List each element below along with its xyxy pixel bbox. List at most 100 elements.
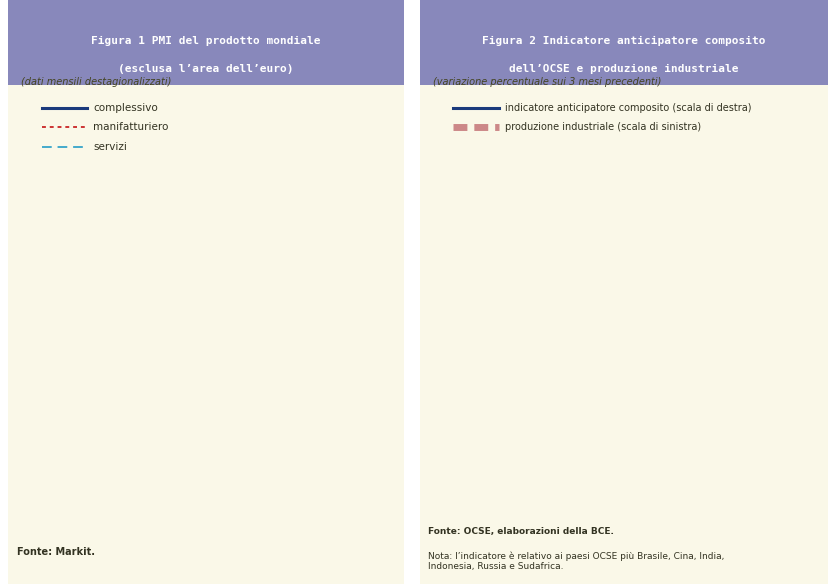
Bar xyxy=(542,298,544,315)
Bar xyxy=(661,311,663,315)
Bar xyxy=(651,312,653,315)
Bar xyxy=(562,311,563,315)
Bar xyxy=(717,302,719,315)
Text: complessivo: complessivo xyxy=(93,103,158,113)
Bar xyxy=(729,305,730,315)
Bar xyxy=(716,315,717,316)
Bar xyxy=(769,311,770,315)
Bar xyxy=(765,315,767,316)
Bar xyxy=(606,305,607,315)
Bar xyxy=(563,311,565,315)
Bar xyxy=(493,284,494,315)
Bar xyxy=(638,266,640,315)
Bar xyxy=(613,315,615,322)
Bar xyxy=(650,298,651,315)
Bar xyxy=(475,280,477,315)
Bar xyxy=(713,315,715,330)
Text: Nota: l’indicatore è relativo ai paesi OCSE più Brasile, Cina, India,
Indonesia,: Nota: l’indicatore è relativo ai paesi O… xyxy=(428,551,725,571)
Bar xyxy=(554,307,556,315)
Bar xyxy=(515,315,517,336)
Bar xyxy=(617,315,619,319)
Bar xyxy=(523,296,525,315)
Bar xyxy=(513,314,515,315)
Text: Figura 1 PMI del prodotto mondiale: Figura 1 PMI del prodotto mondiale xyxy=(92,36,320,46)
Bar xyxy=(685,315,686,403)
Bar xyxy=(671,305,672,315)
Text: Figura 2 Indicatore anticipatore composito: Figura 2 Indicatore anticipatore composi… xyxy=(483,36,765,46)
Bar xyxy=(735,280,736,315)
Bar xyxy=(607,315,609,325)
Bar xyxy=(535,287,537,315)
Bar xyxy=(719,315,721,321)
Bar xyxy=(646,303,647,315)
Bar xyxy=(587,290,588,315)
Bar xyxy=(519,293,521,315)
Bar xyxy=(660,315,661,322)
Text: indicatore anticipatore composito (scala di destra): indicatore anticipatore composito (scala… xyxy=(505,103,751,113)
Bar xyxy=(694,315,696,345)
Bar xyxy=(667,315,669,318)
Bar xyxy=(594,282,596,315)
Bar xyxy=(498,307,500,315)
Bar xyxy=(544,284,546,315)
Bar xyxy=(723,290,725,315)
Bar xyxy=(550,311,552,315)
Bar xyxy=(477,283,478,315)
Bar xyxy=(686,315,688,409)
Bar xyxy=(591,287,592,315)
Bar xyxy=(701,303,703,315)
Bar xyxy=(748,296,750,315)
Bar xyxy=(604,304,606,315)
Bar xyxy=(585,266,587,315)
Bar xyxy=(648,283,650,315)
Bar xyxy=(527,274,528,315)
Text: Fonte: OCSE, elaborazioni della BCE.: Fonte: OCSE, elaborazioni della BCE. xyxy=(428,527,614,536)
Bar xyxy=(573,315,575,319)
Bar xyxy=(571,298,572,315)
Bar xyxy=(481,298,483,315)
Bar xyxy=(742,278,744,315)
Bar xyxy=(775,301,776,315)
Bar xyxy=(581,270,582,315)
Bar xyxy=(721,310,723,315)
Bar xyxy=(600,307,602,315)
Bar xyxy=(537,270,538,315)
Bar xyxy=(738,263,740,315)
Bar xyxy=(548,294,550,315)
Bar xyxy=(644,291,646,315)
Bar xyxy=(610,314,612,315)
Bar xyxy=(532,286,534,315)
Bar xyxy=(636,281,638,315)
Bar xyxy=(682,315,684,369)
Bar xyxy=(656,315,657,321)
Bar xyxy=(704,298,706,315)
Bar xyxy=(679,307,681,315)
Bar xyxy=(746,279,748,315)
Bar xyxy=(556,315,557,317)
Bar xyxy=(676,314,678,315)
Bar xyxy=(750,298,751,315)
Bar xyxy=(569,295,571,315)
Bar xyxy=(673,307,675,315)
Bar xyxy=(760,301,761,315)
Bar xyxy=(521,301,522,315)
Bar xyxy=(508,302,509,315)
Bar xyxy=(529,282,531,315)
Bar xyxy=(575,298,577,315)
Bar xyxy=(754,294,755,315)
Bar xyxy=(588,286,590,315)
Bar xyxy=(602,286,603,315)
Bar xyxy=(531,297,532,315)
Bar xyxy=(567,300,569,315)
Bar xyxy=(494,288,496,315)
Bar xyxy=(612,315,613,317)
Bar xyxy=(500,311,502,315)
Bar xyxy=(698,301,700,315)
Bar xyxy=(691,315,692,423)
Text: produzione industriale (scala di sinistra): produzione industriale (scala di sinistr… xyxy=(505,122,701,133)
Bar xyxy=(761,307,763,315)
Bar xyxy=(479,279,481,315)
Bar xyxy=(525,291,527,315)
Bar xyxy=(669,301,671,315)
Bar xyxy=(592,282,594,315)
